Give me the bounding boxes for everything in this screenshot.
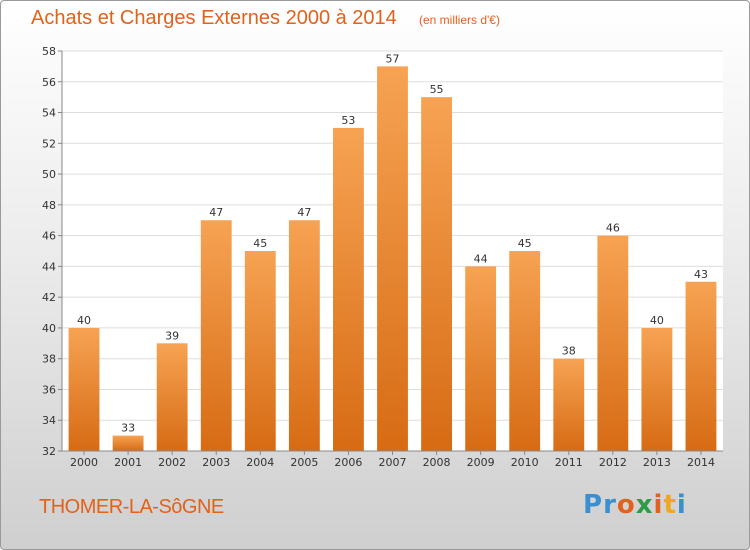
y-tick-label: 34 [42,414,56,427]
bars: 40 33 39 47 45 47 53 57 55 44 45 38 46 40 43 [68,52,717,452]
x-tick-label: 2000 [70,456,98,469]
logo-letter: x [635,490,654,520]
y-tick-label: 50 [42,168,56,181]
logo-letter: i [653,490,664,520]
bar [333,127,364,451]
bar [465,266,497,451]
y-tick-label: 58 [42,45,56,58]
bar [68,327,100,451]
y-tick-label: 54 [42,107,56,120]
proxiti-logo: Proxiti [583,490,687,520]
bar [509,251,541,451]
bar-value-label: 39 [165,329,179,342]
bar [641,327,673,451]
y-tick-label: 46 [42,230,56,243]
x-tick-label: 2009 [467,456,495,469]
bar-value-label: 45 [253,237,267,250]
bar-value-label: 43 [694,268,708,281]
bar-value-label: 55 [430,83,444,96]
bar-value-label: 40 [650,314,664,327]
bar [553,358,585,451]
x-tick-label: 2001 [114,456,142,469]
bar-value-label: 46 [606,222,620,235]
bar [421,97,452,452]
x-tick-label: 2014 [687,456,715,469]
bar [597,235,629,451]
y-tick-label: 40 [42,322,56,335]
x-tick-label: 2011 [555,456,583,469]
bar [377,66,408,451]
logo-letter: P [583,490,604,520]
bar-value-label: 33 [121,422,135,435]
bar-value-label: 38 [562,345,576,358]
bar [244,251,276,451]
bar-value-label: 53 [341,114,355,127]
bar [200,220,232,451]
logo-letter: t [663,490,677,520]
y-tick-label: 42 [42,291,56,304]
x-tick-label: 2003 [202,456,230,469]
x-tick-label: 2008 [423,456,451,469]
commune-name: THOMER-LA-SôGNE [39,496,224,518]
y-tick-label: 44 [42,260,56,273]
x-tick-label: 2012 [599,456,627,469]
y-tick-label: 36 [42,383,56,396]
x-tick-label: 2010 [511,456,539,469]
bar-value-label: 44 [474,252,488,265]
bar [288,220,320,451]
y-axis: 32 34 36 38 40 42 44 46 48 50 52 54 56 58 [42,45,62,458]
chart-unit: (en milliers d'€) [419,13,500,27]
bar-value-label: 45 [518,237,532,250]
x-axis: 2000 2001 2002 2003 2004 2005 2006 2007 2008 2009… [70,451,715,469]
x-tick-label: 2004 [246,456,274,469]
x-tick-label: 2006 [334,456,362,469]
y-tick-label: 48 [42,199,56,212]
logo-letter: r [603,490,617,520]
bar-value-label: 57 [386,52,400,65]
x-tick-label: 2007 [379,456,407,469]
y-tick-label: 56 [42,76,56,89]
chart-title: Achats et Charges Externes 2000 à 2014 [31,7,397,29]
bar-value-label: 40 [77,314,91,327]
bar [685,281,717,451]
y-tick-label: 38 [42,353,56,366]
x-tick-label: 2002 [158,456,186,469]
x-tick-label: 2013 [643,456,671,469]
bar-value-label: 47 [209,206,223,219]
y-tick-label: 52 [42,137,56,150]
bar-value-label: 47 [297,206,311,219]
y-tick-label: 32 [42,445,56,458]
logo-letter: o [616,490,636,520]
logo-letter: i [676,490,687,520]
bar [156,343,188,451]
bar [112,435,144,451]
x-tick-label: 2005 [290,456,318,469]
